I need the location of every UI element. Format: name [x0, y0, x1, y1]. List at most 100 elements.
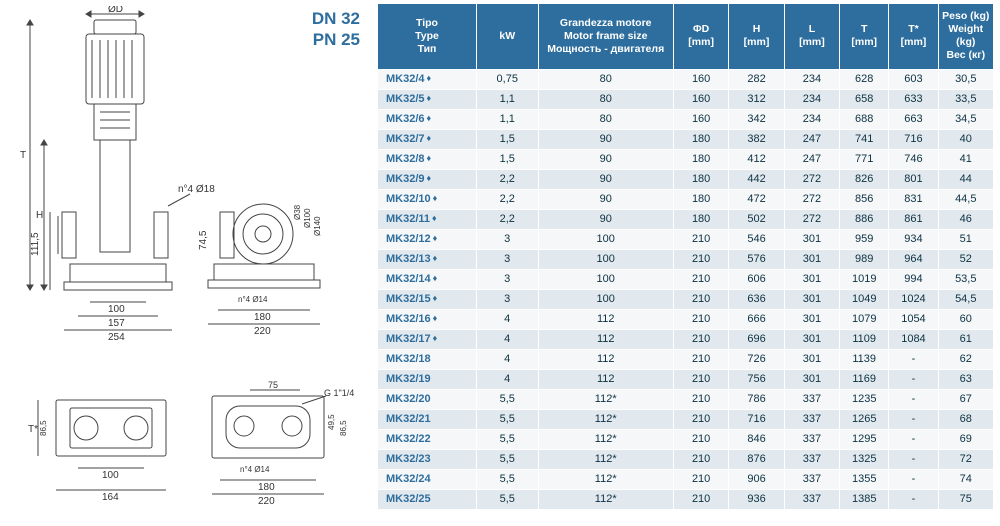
cell-t: 1235 — [840, 389, 889, 409]
cell-tstar: 801 — [889, 169, 938, 189]
cell-kw: 5,5 — [476, 449, 538, 469]
cell-l: 337 — [784, 409, 839, 429]
cell-l: 301 — [784, 269, 839, 289]
dim-Tstar: T* — [28, 424, 38, 435]
spec-table: TipoTypeТипkWGrandezza motoreMotor frame… — [378, 4, 994, 510]
diamond-icon: ♦ — [433, 233, 438, 243]
cell-l: 272 — [784, 189, 839, 209]
cell-weight: 53,5 — [938, 269, 993, 289]
table-panel: TipoTypeТипkWGrandezza motoreMotor frame… — [370, 0, 1000, 526]
col-header-kw: kW — [476, 4, 538, 69]
cell-t: 1265 — [840, 409, 889, 429]
cell-l: 247 — [784, 149, 839, 169]
cell-t: 826 — [840, 169, 889, 189]
cell-h: 906 — [729, 469, 784, 489]
dim-phi140: Ø140 — [313, 216, 322, 236]
cell-t: 741 — [840, 129, 889, 149]
cell-h: 876 — [729, 449, 784, 469]
diamond-icon: ♦ — [427, 173, 432, 183]
cell-h: 726 — [729, 349, 784, 369]
cell-tstar: 633 — [889, 89, 938, 109]
cell-t: 658 — [840, 89, 889, 109]
cell-t: 886 — [840, 209, 889, 229]
cell-kw: 1,5 — [476, 129, 538, 149]
drawing-panel: DN 32 PN 25 — [0, 0, 370, 526]
cell-weight: 33,5 — [938, 89, 993, 109]
dim-n4phi18: n°4 Ø18 — [178, 184, 215, 195]
cell-kw: 2,2 — [476, 189, 538, 209]
cell-t: 1325 — [840, 449, 889, 469]
cell-kw: 5,5 — [476, 409, 538, 429]
cell-l: 301 — [784, 249, 839, 269]
cell-weight: 61 — [938, 329, 993, 349]
cell-l: 301 — [784, 309, 839, 329]
dim-220a: 220 — [254, 326, 271, 337]
cell-tstar: - — [889, 469, 938, 489]
row-type: MK32/8♦ — [378, 149, 476, 169]
cell-kw: 3 — [476, 289, 538, 309]
cell-tstar: - — [889, 369, 938, 389]
cell-motor: 80 — [538, 89, 673, 109]
cell-kw: 5,5 — [476, 389, 538, 409]
diamond-icon: ♦ — [432, 213, 437, 223]
row-type: MK32/13♦ — [378, 249, 476, 269]
cell-d: 160 — [673, 69, 728, 89]
dim-g114: G 1"1/4 — [324, 388, 354, 398]
dim-164: 164 — [102, 492, 119, 503]
col-header-l: L[mm] — [784, 4, 839, 69]
table-row: MK32/215,5112*2107163371265-68 — [378, 409, 994, 429]
cell-tstar: 1054 — [889, 309, 938, 329]
cell-weight: 74 — [938, 469, 993, 489]
cell-tstar: 1084 — [889, 329, 938, 349]
page: DN 32 PN 25 — [0, 0, 1000, 526]
table-row: MK32/5♦1,18016031223465863333,5 — [378, 89, 994, 109]
row-type: MK32/25 — [378, 489, 476, 509]
cell-h: 312 — [729, 89, 784, 109]
cell-motor: 112 — [538, 349, 673, 369]
cell-t: 1295 — [840, 429, 889, 449]
cell-kw: 1,5 — [476, 149, 538, 169]
row-type: MK32/6♦ — [378, 109, 476, 129]
cell-h: 666 — [729, 309, 784, 329]
cell-l: 337 — [784, 389, 839, 409]
cell-t: 1385 — [840, 489, 889, 509]
col-header-h: H[mm] — [729, 4, 784, 69]
row-type: MK32/9♦ — [378, 169, 476, 189]
dim-100a: 100 — [108, 304, 125, 315]
row-type: MK32/4♦ — [378, 69, 476, 89]
col-header-t: T[mm] — [840, 4, 889, 69]
table-row: MK32/6♦1,18016034223468866334,5 — [378, 109, 994, 129]
dim-180a: 180 — [254, 312, 271, 323]
cell-d: 210 — [673, 429, 728, 449]
cell-weight: 75 — [938, 489, 993, 509]
diamond-icon: ♦ — [427, 73, 432, 83]
dim-100b: 100 — [102, 470, 119, 481]
table-row: MK32/1841122107263011139-62 — [378, 349, 994, 369]
table-row: MK32/17♦41122106963011109108461 — [378, 329, 994, 349]
cell-kw: 1,1 — [476, 109, 538, 129]
cell-tstar: 1024 — [889, 289, 938, 309]
spec-header-row: TipoTypeТипkWGrandezza motoreMotor frame… — [378, 4, 994, 69]
cell-kw: 2,2 — [476, 209, 538, 229]
cell-motor: 112 — [538, 329, 673, 349]
cell-d: 210 — [673, 349, 728, 369]
cell-weight: 30,5 — [938, 69, 993, 89]
cell-kw: 4 — [476, 369, 538, 389]
cell-h: 636 — [729, 289, 784, 309]
cell-weight: 34,5 — [938, 109, 993, 129]
row-type: MK32/14♦ — [378, 269, 476, 289]
cell-l: 301 — [784, 369, 839, 389]
cell-l: 337 — [784, 489, 839, 509]
cell-weight: 46 — [938, 209, 993, 229]
cell-weight: 44 — [938, 169, 993, 189]
cell-h: 936 — [729, 489, 784, 509]
cell-tstar: 746 — [889, 149, 938, 169]
cell-weight: 51 — [938, 229, 993, 249]
dim-157: 157 — [108, 318, 125, 329]
cell-weight: 69 — [938, 429, 993, 449]
cell-d: 180 — [673, 209, 728, 229]
cell-d: 180 — [673, 169, 728, 189]
cell-motor: 90 — [538, 169, 673, 189]
cell-t: 989 — [840, 249, 889, 269]
table-row: MK32/1941122107563011169-63 — [378, 369, 994, 389]
